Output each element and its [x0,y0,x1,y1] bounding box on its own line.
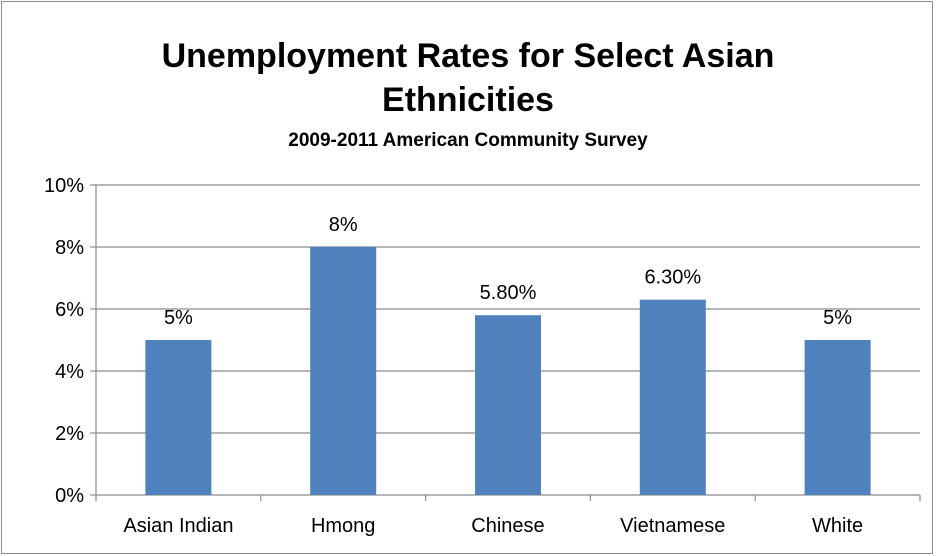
data-label: 5% [823,307,852,329]
data-label: 8% [329,214,358,236]
y-tick-label: 2% [55,423,84,445]
y-tick-label: 10% [44,175,84,197]
bar [804,340,871,495]
x-tick-label: White [812,515,863,537]
data-label: 5.80% [480,282,537,304]
bar [639,299,706,495]
bar [475,315,541,495]
bar [145,340,212,495]
data-label: 5% [164,307,193,329]
y-tick-label: 8% [55,237,84,259]
data-label: 6.30% [644,267,701,289]
chart-title-line-2: Ethnicities [382,81,554,119]
y-tick-label: 0% [55,485,84,507]
x-tick-label: Hmong [311,515,375,537]
bar [310,247,377,495]
chart-title-line-1: Unemployment Rates for Select Asian [161,37,775,75]
y-tick-label: 4% [55,361,84,383]
x-tick-label: Chinese [471,515,544,537]
y-tick-label: 6% [55,299,84,321]
x-tick-label: Vietnamese [620,515,725,537]
x-tick-label: Asian Indian [123,515,233,537]
chart-subtitle: 2009-2011 American Community Survey [288,130,648,151]
